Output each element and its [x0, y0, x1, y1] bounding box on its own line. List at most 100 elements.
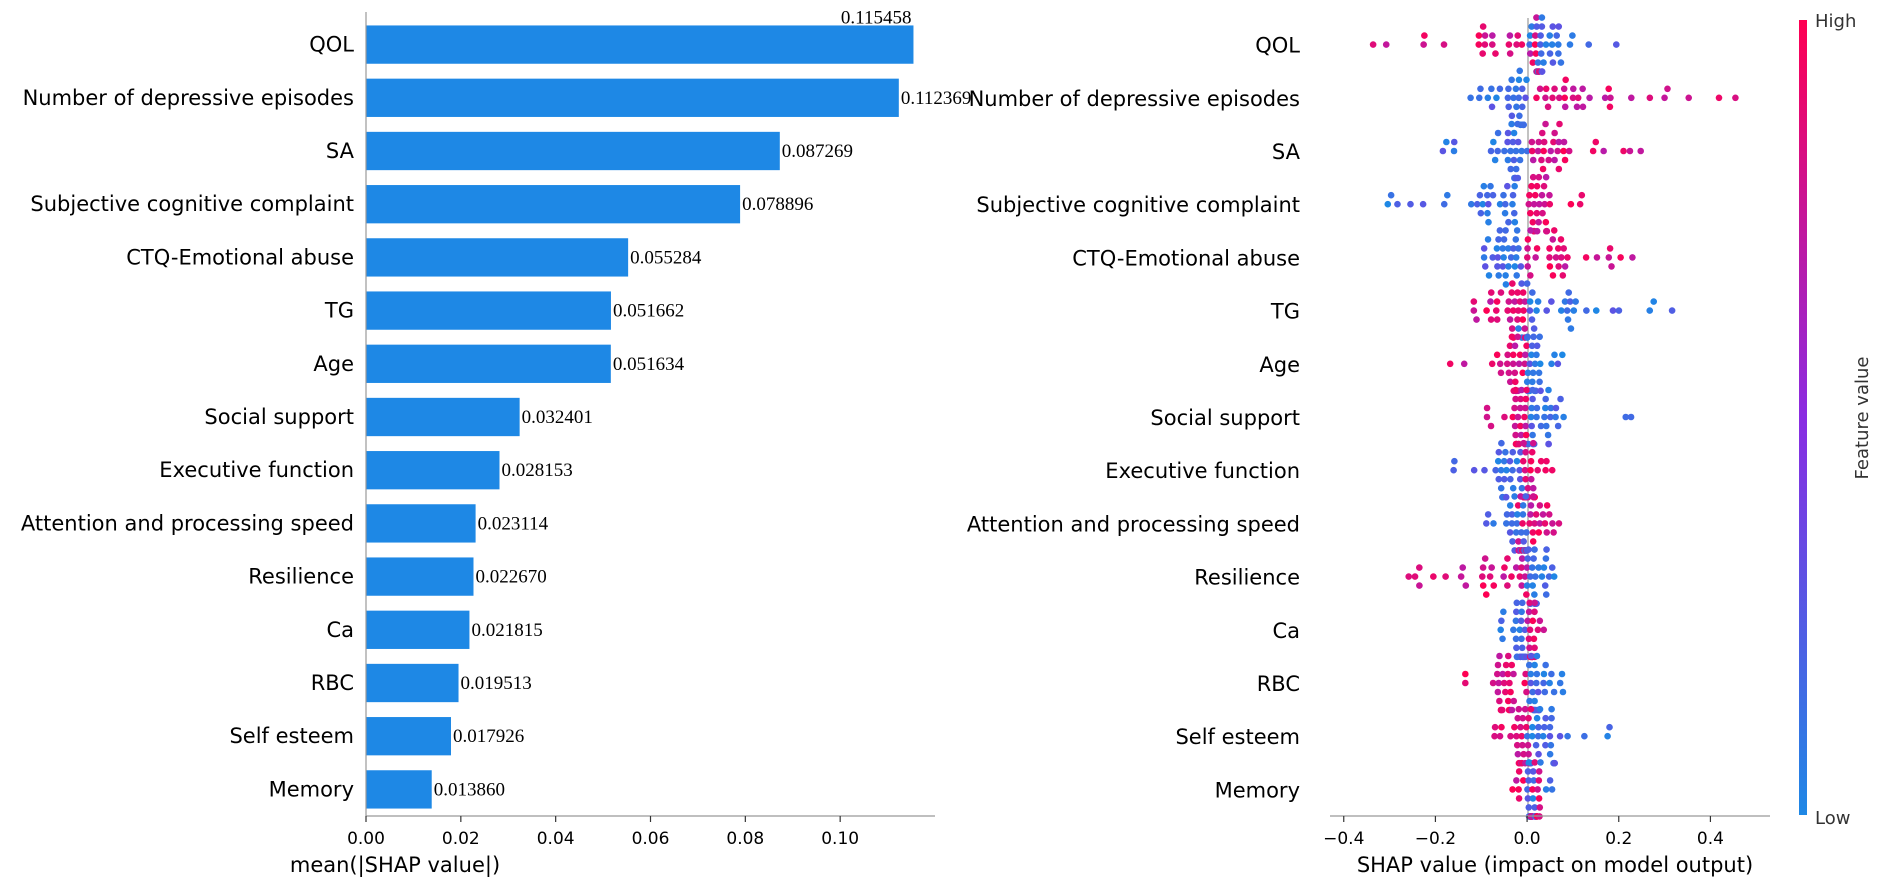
swarm-point	[1510, 626, 1517, 634]
swarm-point	[1493, 351, 1501, 359]
swarm-point	[1494, 147, 1502, 155]
swarm-point	[1561, 298, 1569, 305]
swarm-point	[1514, 32, 1522, 39]
swarm-point	[1520, 439, 1527, 447]
swarm-point	[1489, 191, 1497, 199]
swarm-point	[1512, 236, 1520, 243]
swarm-point	[1509, 191, 1517, 199]
swarm-point	[1531, 608, 1538, 616]
swarm-point	[1508, 289, 1516, 296]
swarm-category-label: Attention and processing speed	[967, 512, 1300, 536]
swarm-point	[1485, 218, 1492, 226]
swarm-point	[1585, 41, 1593, 48]
swarm-point	[1533, 182, 1541, 190]
swarm-point	[1570, 307, 1578, 314]
swarm-point	[1521, 466, 1529, 474]
swarm-point	[1492, 466, 1499, 474]
swarm-point	[1382, 41, 1390, 48]
swarm-point	[1551, 759, 1559, 767]
swarm-point	[1495, 448, 1503, 456]
swarm-point	[1567, 325, 1575, 332]
swarm-point	[1504, 94, 1512, 102]
swarm-point	[1515, 76, 1523, 84]
swarm-point	[1505, 41, 1513, 48]
swarm-point	[1715, 94, 1723, 102]
swarm-point	[1462, 679, 1469, 687]
swarm-point	[1661, 94, 1668, 102]
swarm-point	[1489, 254, 1497, 261]
swarm-point	[1533, 342, 1541, 350]
swarm-point	[1505, 263, 1512, 270]
swarm-point	[1535, 750, 1542, 758]
swarm-point	[1527, 670, 1535, 678]
swarm-point	[1548, 670, 1555, 678]
swarm-point	[1521, 298, 1529, 305]
swarm-point	[1529, 617, 1537, 625]
swarm-point	[1569, 94, 1577, 102]
swarm-point	[1622, 413, 1630, 421]
swarm-point	[1541, 200, 1548, 208]
swarm-point	[1606, 245, 1614, 252]
swarm-point	[1539, 511, 1547, 518]
swarm-point	[1529, 431, 1536, 439]
bar-value-label: 0.021815	[471, 620, 542, 641]
swarm-point	[1527, 413, 1535, 421]
swarm-point	[1528, 182, 1535, 190]
swarm-point	[1600, 147, 1607, 155]
swarm-point	[1517, 263, 1525, 270]
swarm-point	[1529, 688, 1536, 696]
swarm-point	[1491, 723, 1499, 731]
swarm-point	[1530, 777, 1538, 784]
swarm-point	[1546, 50, 1554, 57]
swarm-point	[1523, 723, 1530, 731]
swarm-point	[1512, 378, 1519, 386]
swarm-point	[1488, 85, 1495, 93]
swarm-point	[1524, 369, 1532, 377]
swarm-point	[1489, 32, 1496, 39]
swarm-point	[1529, 538, 1537, 545]
swarm-point	[1592, 138, 1600, 146]
swarm-point	[1549, 94, 1556, 102]
swarm-point	[1529, 529, 1537, 536]
swarm-point	[1527, 511, 1534, 518]
swarm-point	[1551, 85, 1558, 93]
bar-ca	[366, 610, 470, 649]
swarm-point	[1523, 378, 1531, 386]
swarm-point	[1559, 688, 1567, 696]
swarm-point	[1506, 50, 1514, 57]
swarm-point	[1525, 546, 1532, 553]
swarm-point	[1555, 138, 1563, 146]
swarm-point	[1529, 369, 1537, 377]
swarm-point	[1557, 59, 1565, 66]
swarm-point	[1535, 218, 1542, 226]
swarm-point	[1543, 502, 1551, 509]
swarm-point	[1502, 493, 1510, 501]
swarm-point	[1505, 298, 1513, 305]
swarm-point	[1511, 218, 1519, 226]
swarm-point	[1508, 573, 1515, 580]
swarm-point	[1521, 325, 1529, 332]
bar-executive-function	[366, 451, 500, 490]
swarm-point	[1515, 538, 1522, 545]
swarm-point	[1555, 263, 1562, 270]
swarm-point	[1529, 439, 1537, 447]
swarm-point	[1583, 307, 1590, 314]
swarm-point	[1439, 147, 1447, 155]
swarm-point	[1528, 732, 1536, 740]
swarm-point	[1562, 76, 1569, 84]
swarm-point	[1524, 236, 1532, 243]
swarm-point	[1527, 679, 1535, 687]
swarm-point	[1519, 316, 1527, 323]
swarm-point	[1537, 32, 1544, 39]
swarm-point	[1525, 661, 1533, 669]
swarm-point	[1489, 679, 1497, 687]
swarm-point	[1479, 200, 1487, 208]
swarm-point	[1519, 520, 1526, 527]
swarm-point	[1517, 431, 1525, 439]
swarm-point	[1518, 85, 1526, 93]
swarm-point	[1509, 538, 1516, 545]
swarm-point	[1467, 94, 1474, 102]
swarm-point	[1520, 750, 1527, 758]
swarm-point	[1527, 573, 1534, 580]
swarm-point	[1480, 182, 1488, 190]
